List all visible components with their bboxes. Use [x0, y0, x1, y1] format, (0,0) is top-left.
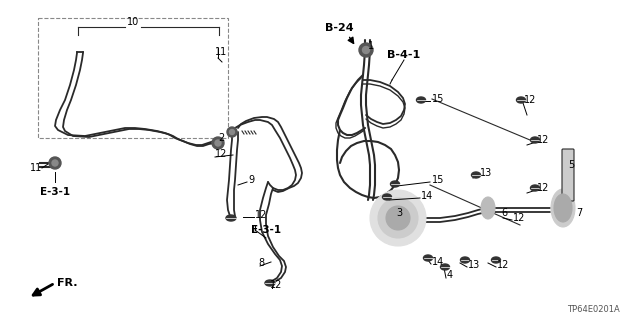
Ellipse shape [390, 181, 399, 187]
Ellipse shape [554, 194, 572, 222]
Circle shape [215, 140, 221, 146]
Ellipse shape [516, 97, 525, 103]
Text: 13: 13 [468, 260, 480, 270]
Text: 8: 8 [258, 258, 264, 268]
Ellipse shape [492, 257, 500, 263]
Circle shape [370, 190, 426, 246]
Text: B-24: B-24 [324, 23, 353, 33]
Text: 12: 12 [537, 135, 549, 145]
Circle shape [227, 127, 237, 137]
Text: 15: 15 [432, 94, 444, 104]
FancyBboxPatch shape [562, 149, 574, 201]
Text: 2: 2 [218, 133, 224, 143]
Text: 12: 12 [537, 183, 549, 193]
Text: 6: 6 [501, 208, 507, 218]
Text: 4: 4 [447, 270, 453, 280]
Ellipse shape [472, 172, 481, 178]
Ellipse shape [531, 137, 540, 143]
Text: FR.: FR. [57, 278, 77, 288]
Text: 7: 7 [576, 208, 582, 218]
Text: 12: 12 [513, 213, 525, 223]
Ellipse shape [417, 97, 426, 103]
Text: 15: 15 [432, 175, 444, 185]
Text: 13: 13 [480, 168, 492, 178]
Circle shape [52, 160, 58, 166]
Circle shape [359, 43, 373, 57]
Text: E-3-1: E-3-1 [251, 225, 281, 235]
Text: 12: 12 [255, 210, 268, 220]
Ellipse shape [383, 194, 392, 200]
Text: 1: 1 [368, 41, 374, 51]
Text: 5: 5 [568, 160, 574, 170]
Text: 11: 11 [29, 163, 42, 173]
Text: B-4-1: B-4-1 [387, 50, 420, 60]
Text: 12: 12 [524, 95, 536, 105]
Text: 14: 14 [432, 257, 444, 267]
Text: E-3-1: E-3-1 [40, 187, 70, 197]
Ellipse shape [424, 255, 433, 261]
Ellipse shape [461, 257, 470, 263]
Circle shape [212, 137, 224, 149]
Text: 9: 9 [248, 175, 254, 185]
Text: 3: 3 [396, 208, 402, 218]
Text: TP64E0201A: TP64E0201A [567, 305, 620, 314]
Ellipse shape [551, 189, 575, 227]
Ellipse shape [481, 197, 495, 219]
Circle shape [230, 130, 234, 134]
Text: 11: 11 [215, 47, 227, 57]
Text: 12: 12 [270, 280, 282, 290]
Ellipse shape [531, 185, 540, 191]
Text: 12: 12 [497, 260, 509, 270]
Ellipse shape [440, 264, 449, 270]
Circle shape [49, 157, 61, 169]
Text: 10: 10 [127, 17, 139, 27]
Ellipse shape [226, 215, 236, 221]
Circle shape [378, 198, 418, 238]
Text: 14: 14 [421, 191, 433, 201]
Circle shape [386, 206, 410, 230]
Ellipse shape [265, 280, 275, 286]
Circle shape [362, 46, 369, 53]
Text: 12: 12 [215, 149, 227, 159]
